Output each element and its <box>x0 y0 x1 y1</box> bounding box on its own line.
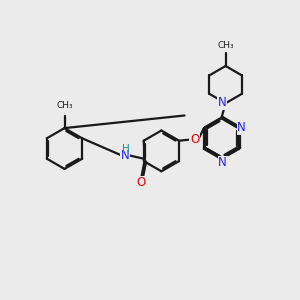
Text: N: N <box>218 156 227 169</box>
Text: O: O <box>190 133 199 146</box>
Text: CH₃: CH₃ <box>217 41 234 50</box>
Text: N: N <box>121 149 130 162</box>
Text: N: N <box>218 96 226 109</box>
Text: CH₃: CH₃ <box>56 101 73 110</box>
Text: N: N <box>237 121 246 134</box>
Text: H: H <box>122 144 129 154</box>
Text: O: O <box>137 176 146 189</box>
